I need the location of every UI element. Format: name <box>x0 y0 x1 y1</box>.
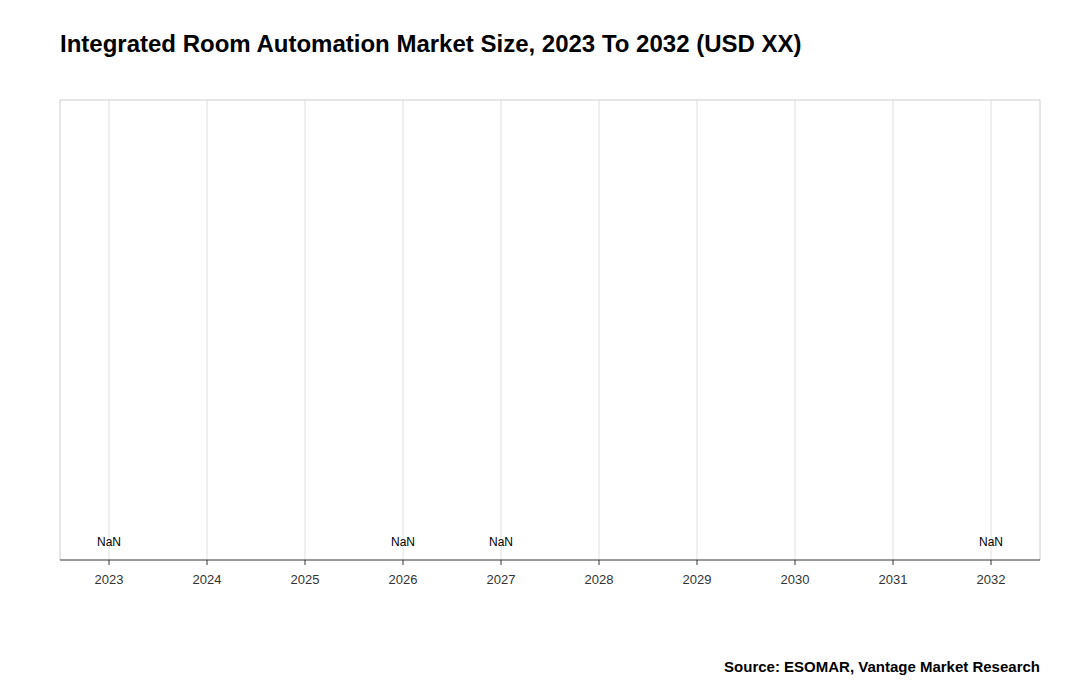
x-tick-label: 2026 <box>389 572 418 587</box>
source: Source: ESOMAR, Vantage Market Research <box>724 658 1040 675</box>
grid-line <box>109 100 110 560</box>
x-tick <box>109 560 110 565</box>
annotation: NaN <box>97 535 121 549</box>
grid <box>109 100 991 560</box>
x-tick-label: 2027 <box>487 572 516 587</box>
grid-line <box>599 100 600 560</box>
x-tick <box>501 560 502 565</box>
frame <box>60 100 1040 560</box>
x-tick-label: 2025 <box>291 572 320 587</box>
x-tick <box>697 560 698 565</box>
grid-line <box>403 100 404 560</box>
grid-line <box>501 100 502 560</box>
grid-line <box>697 100 698 560</box>
x-tick <box>893 560 894 565</box>
chart-svg: 2023 2024 2025 2026 2027 2028 2029 2030 2031 2032… <box>0 0 1080 700</box>
x-tick <box>403 560 404 565</box>
x-tick-label: 2029 <box>683 572 712 587</box>
grid-line <box>893 100 894 560</box>
x-tick-label: 2028 <box>585 572 614 587</box>
plot-background <box>60 100 1040 560</box>
frame-left <box>60 100 61 560</box>
frame-right <box>1040 100 1041 560</box>
annotations: NaN NaN NaN NaN <box>97 535 1003 549</box>
title: Integrated Room Automation Market Size, … <box>60 30 802 57</box>
grid-line <box>795 100 796 560</box>
grid-line <box>207 100 208 560</box>
x-tick <box>305 560 306 565</box>
x-tick <box>991 560 992 565</box>
x-tick <box>207 560 208 565</box>
annotation: NaN <box>391 535 415 549</box>
grid-line <box>305 100 306 560</box>
x-tick <box>795 560 796 565</box>
x-tick-label: 2024 <box>193 572 222 587</box>
chart-container: 2023 2024 2025 2026 2027 2028 2029 2030 2031 2032… <box>0 0 1080 700</box>
grid-line <box>991 100 992 560</box>
x-tick <box>599 560 600 565</box>
annotation: NaN <box>979 535 1003 549</box>
x-tick-label: 2023 <box>95 572 124 587</box>
x-axis: 2023 2024 2025 2026 2027 2028 2029 2030 2031 2032 <box>95 560 1006 587</box>
x-tick-label: 2032 <box>977 572 1006 587</box>
annotation: NaN <box>489 535 513 549</box>
x-tick-label: 2030 <box>781 572 810 587</box>
x-tick-label: 2031 <box>879 572 908 587</box>
frame-top <box>60 100 1040 101</box>
